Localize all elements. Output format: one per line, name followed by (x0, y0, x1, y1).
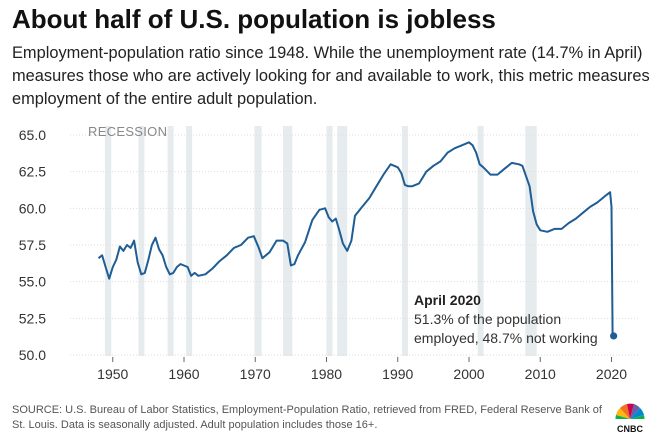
peacock-icon (615, 403, 645, 419)
gridlines (70, 134, 640, 356)
y-tick-label: 62.5 (19, 164, 46, 180)
recession-band (254, 126, 262, 356)
cnbc-logo: CNBC (615, 403, 645, 434)
recession-band (167, 126, 174, 356)
annotation-text-line: employed, 48.7% not working (414, 330, 598, 346)
annotation-title: April 2020 (414, 292, 481, 308)
x-tick-label: 1990 (382, 366, 413, 382)
y-tick-label: 55.0 (19, 274, 46, 290)
chart-title: About half of U.S. population is jobless (12, 4, 496, 34)
x-tick-label: 2020 (596, 366, 627, 382)
y-axis: 50.0 52.5 55.0 57.5 60.0 62.5 65.0 (19, 127, 46, 363)
recession-band (477, 126, 484, 356)
recession-band (326, 126, 333, 356)
x-tick-label: 1960 (168, 366, 199, 382)
x-tick-label: 2010 (525, 366, 556, 382)
chart-svg: 50.0 52.5 55.0 57.5 60.0 62.5 65.0 1950 1960 197… (19, 124, 640, 382)
y-tick-label: 65.0 (19, 127, 46, 143)
annotation-text-line: 51.3% of the population (414, 311, 561, 327)
source-note: SOURCE: U.S. Bureau of Labor Statistics,… (12, 404, 602, 431)
recession-band (104, 126, 112, 356)
recession-band (525, 126, 537, 356)
recession-band (402, 126, 408, 356)
y-tick-label: 60.0 (19, 200, 46, 216)
series-line (97, 141, 614, 337)
x-tick-label: 1970 (240, 366, 271, 382)
recession-label: RECESSION (88, 124, 167, 139)
x-tick-label: 2000 (453, 366, 484, 382)
recession-band (186, 126, 193, 356)
x-axis: 1950 1960 1970 1980 1990 2000 2010 2020 (97, 357, 627, 382)
x-tick-label: 1950 (97, 366, 128, 382)
recession-band (283, 126, 293, 356)
logo-text: CNBC (617, 424, 643, 434)
recession-band (138, 126, 145, 356)
y-tick-label: 57.5 (19, 237, 46, 253)
y-tick-label: 52.5 (19, 310, 46, 326)
x-tick-label: 1980 (311, 366, 342, 382)
annotation-point (610, 332, 618, 340)
chart-subtitle: Employment-population ratio since 1948. … (12, 44, 650, 108)
y-tick-label: 50.0 (19, 347, 46, 363)
